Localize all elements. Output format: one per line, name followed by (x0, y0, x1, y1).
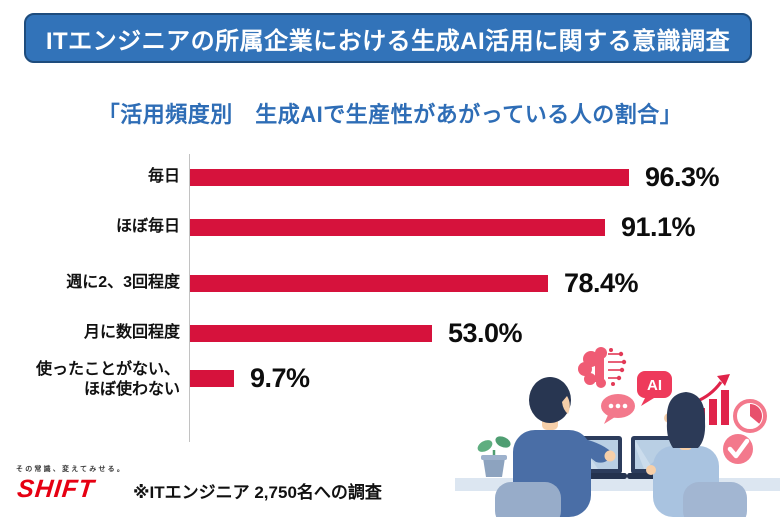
bar-category-label: ほぼ毎日 (115, 218, 180, 235)
bar-value-label: 53.0% (448, 318, 523, 348)
circuit-brain-icon (578, 347, 627, 388)
ai-badge-label: AI (647, 377, 662, 394)
bar (190, 275, 548, 292)
engineer-man (513, 377, 616, 517)
ai-speech-bubble-icon: AI (637, 371, 672, 406)
shift-tagline: その常識、変えてみせる。 (16, 466, 127, 473)
bar (190, 169, 629, 186)
engineers-illustration: AI (455, 347, 780, 517)
survey-note: ※ITエンジニア 2,750名への調査 (133, 483, 382, 502)
bar-category-label: 月に数回程度 (83, 324, 180, 341)
bar-chart: 毎日 96.3% ほぼ毎日 91.1% 週に2、3回程度 78.4% 月に数回程度 53.0%… (0, 150, 780, 450)
check-circle-icon (723, 434, 753, 464)
shift-logo: SHIFT (15, 475, 97, 503)
bar (190, 370, 234, 387)
bar-value-label: 78.4% (564, 268, 639, 298)
bar-category-label: 毎日 (147, 168, 180, 185)
chart-axis-line (189, 154, 190, 442)
chair-right (683, 482, 747, 517)
survey-banner: ITエンジニアの所属企業における生成AI活用に関する意識調査 (24, 13, 752, 63)
shift-logo-block: その常識、変えてみせる。 SHIFT (15, 464, 136, 503)
bar (190, 219, 605, 236)
bar-value-label: 9.7% (250, 363, 310, 393)
survey-banner-title: ITエンジニアの所属企業における生成AI活用に関する意識調査 (45, 27, 731, 55)
plant-icon (477, 436, 511, 477)
chat-dots-icon (601, 394, 635, 424)
bar-value-label: 91.1% (621, 212, 696, 242)
bar-value-label: 96.3% (645, 162, 720, 192)
chair-left (495, 482, 561, 517)
bar-category-label: 使ったことがない、 ほぼ使わない (35, 361, 180, 398)
bar (190, 325, 432, 342)
chart-title: 「活用頻度別 生成AIで生産性があがっている人の割合」 (97, 102, 683, 127)
clock-icon (733, 399, 767, 433)
bar-category-label: 週に2、3回程度 (66, 274, 180, 291)
